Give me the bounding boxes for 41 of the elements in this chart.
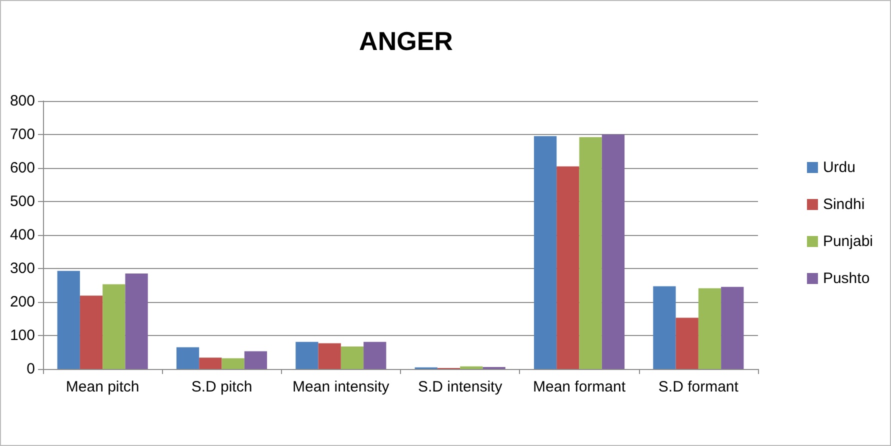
bar [340, 346, 364, 369]
x-tick-label: S.D formant [658, 378, 740, 396]
bar [102, 284, 126, 369]
y-tick-label: 500 [10, 193, 35, 210]
x-tick-label: Mean intensity [292, 378, 390, 396]
bar [556, 166, 580, 369]
bar [698, 288, 722, 369]
bar [222, 358, 244, 369]
x-tick-label: S.D pitch [191, 378, 252, 396]
legend-label: Sindhi [822, 196, 865, 213]
y-tick-label: 100 [10, 327, 35, 344]
bar [296, 342, 318, 369]
bar [364, 342, 386, 369]
y-tick-label: 0 [26, 360, 35, 378]
bar [80, 296, 103, 369]
legend-label: Urdu [822, 159, 856, 176]
y-tick-label: 200 [10, 294, 35, 310]
bar [125, 274, 148, 369]
y-tick-label: 300 [10, 260, 35, 277]
bar [653, 286, 676, 369]
y-tick-label: 700 [10, 126, 35, 143]
bar [460, 366, 483, 369]
bar [534, 136, 557, 369]
x-tick-label: Mean formant [532, 378, 626, 396]
bar [721, 286, 744, 369]
bar [176, 347, 200, 369]
bar [676, 318, 698, 369]
y-tick-label: 800 [10, 92, 35, 110]
bar [57, 270, 80, 369]
bar [199, 358, 222, 369]
bar [579, 137, 602, 369]
y-tick-label: 600 [10, 160, 35, 176]
legend-label: Pushto [822, 270, 870, 287]
legend-label: Punjabi [822, 233, 874, 250]
chart-title: ANGER [359, 26, 454, 56]
bar [602, 134, 625, 369]
x-tick-label: S.D intensity [418, 378, 503, 396]
bar [318, 343, 341, 369]
x-tick-label: Mean pitch [66, 378, 140, 396]
bar [244, 351, 268, 369]
y-tick-label: 400 [10, 226, 35, 244]
